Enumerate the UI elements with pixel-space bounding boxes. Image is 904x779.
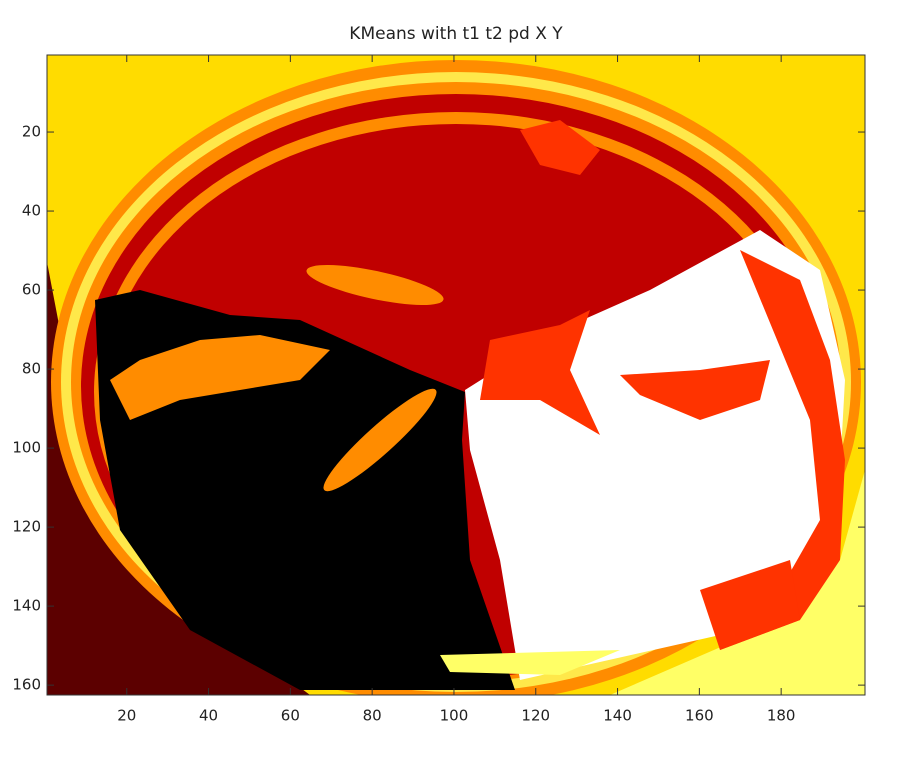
x-tick-label: 80: [363, 707, 382, 725]
x-tick-label: 120: [521, 707, 550, 725]
x-tick-label: 140: [603, 707, 632, 725]
image: [47, 55, 865, 695]
y-tick-label: 160: [12, 676, 41, 694]
y-tick-label: 120: [12, 518, 41, 536]
x-tick-label: 20: [117, 707, 136, 725]
x-tick-label: 100: [440, 707, 469, 725]
y-tick-label: 20: [22, 123, 41, 141]
y-tick-label: 140: [12, 597, 41, 615]
y-tick-label: 60: [22, 281, 41, 299]
x-tick-label: 180: [767, 707, 796, 725]
x-tick-label: 60: [281, 707, 300, 725]
plot-frame: [46, 54, 866, 696]
chart-title: KMeans with t1 t2 pd X Y: [349, 24, 563, 44]
x-tick-label: 160: [685, 707, 714, 725]
y-tick-label: 80: [22, 360, 41, 378]
y-tick-label: 40: [22, 202, 41, 220]
x-tick-label: 40: [199, 707, 218, 725]
y-tick-label: 100: [12, 439, 41, 457]
